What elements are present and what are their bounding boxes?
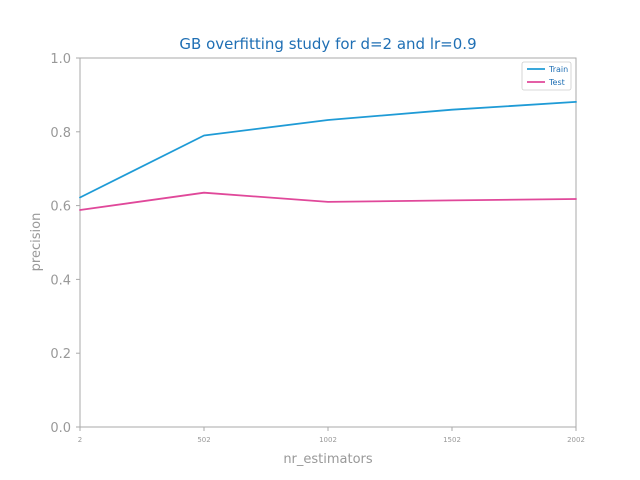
series-line-train [79,101,577,199]
y-axis-label: precision [29,213,44,272]
x-axis-label: nr_estimators [283,452,373,467]
x-tick-label: 2002 [567,436,585,444]
x-tick-label: 1002 [319,436,337,444]
y-tick-label: 0.8 [50,126,71,141]
plot-area [79,57,577,428]
x-tick-label: 2 [78,436,82,444]
y-tick-label: 0.0 [50,421,71,436]
y-tick-label: 0.4 [50,273,71,288]
legend: Train Test [521,61,572,91]
series-line-test [79,191,577,211]
series-lines [79,101,577,211]
x-tick-label: 502 [197,436,210,444]
y-axis: 0.0 0.2 0.4 0.6 0.8 1.0 [50,52,80,436]
x-tick-label: 1502 [443,436,461,444]
chart-title: GB overfitting study for d=2 and lr=0.9 [179,35,476,53]
y-tick-label: 0.6 [50,200,71,215]
y-tick-label: 1.0 [50,52,71,67]
x-axis: 2 502 1002 1502 2002 [78,427,585,444]
y-tick-label: 0.2 [50,347,71,362]
legend-label-train: Train [548,65,568,74]
legend-label-test: Test [548,78,565,87]
